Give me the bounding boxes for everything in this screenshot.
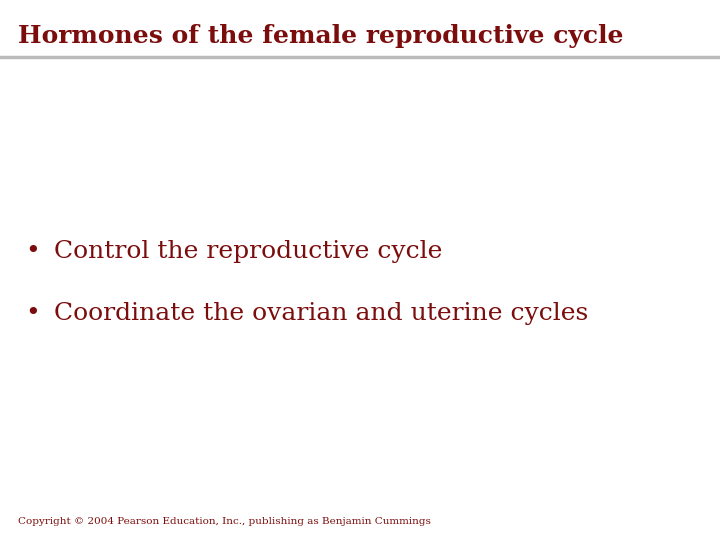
- Text: Hormones of the female reproductive cycle: Hormones of the female reproductive cycl…: [18, 24, 624, 48]
- Text: •: •: [25, 240, 40, 262]
- Text: Control the reproductive cycle: Control the reproductive cycle: [54, 240, 442, 262]
- Text: Copyright © 2004 Pearson Education, Inc., publishing as Benjamin Cummings: Copyright © 2004 Pearson Education, Inc.…: [18, 517, 431, 526]
- Text: •: •: [25, 302, 40, 325]
- Text: Coordinate the ovarian and uterine cycles: Coordinate the ovarian and uterine cycle…: [54, 302, 588, 325]
